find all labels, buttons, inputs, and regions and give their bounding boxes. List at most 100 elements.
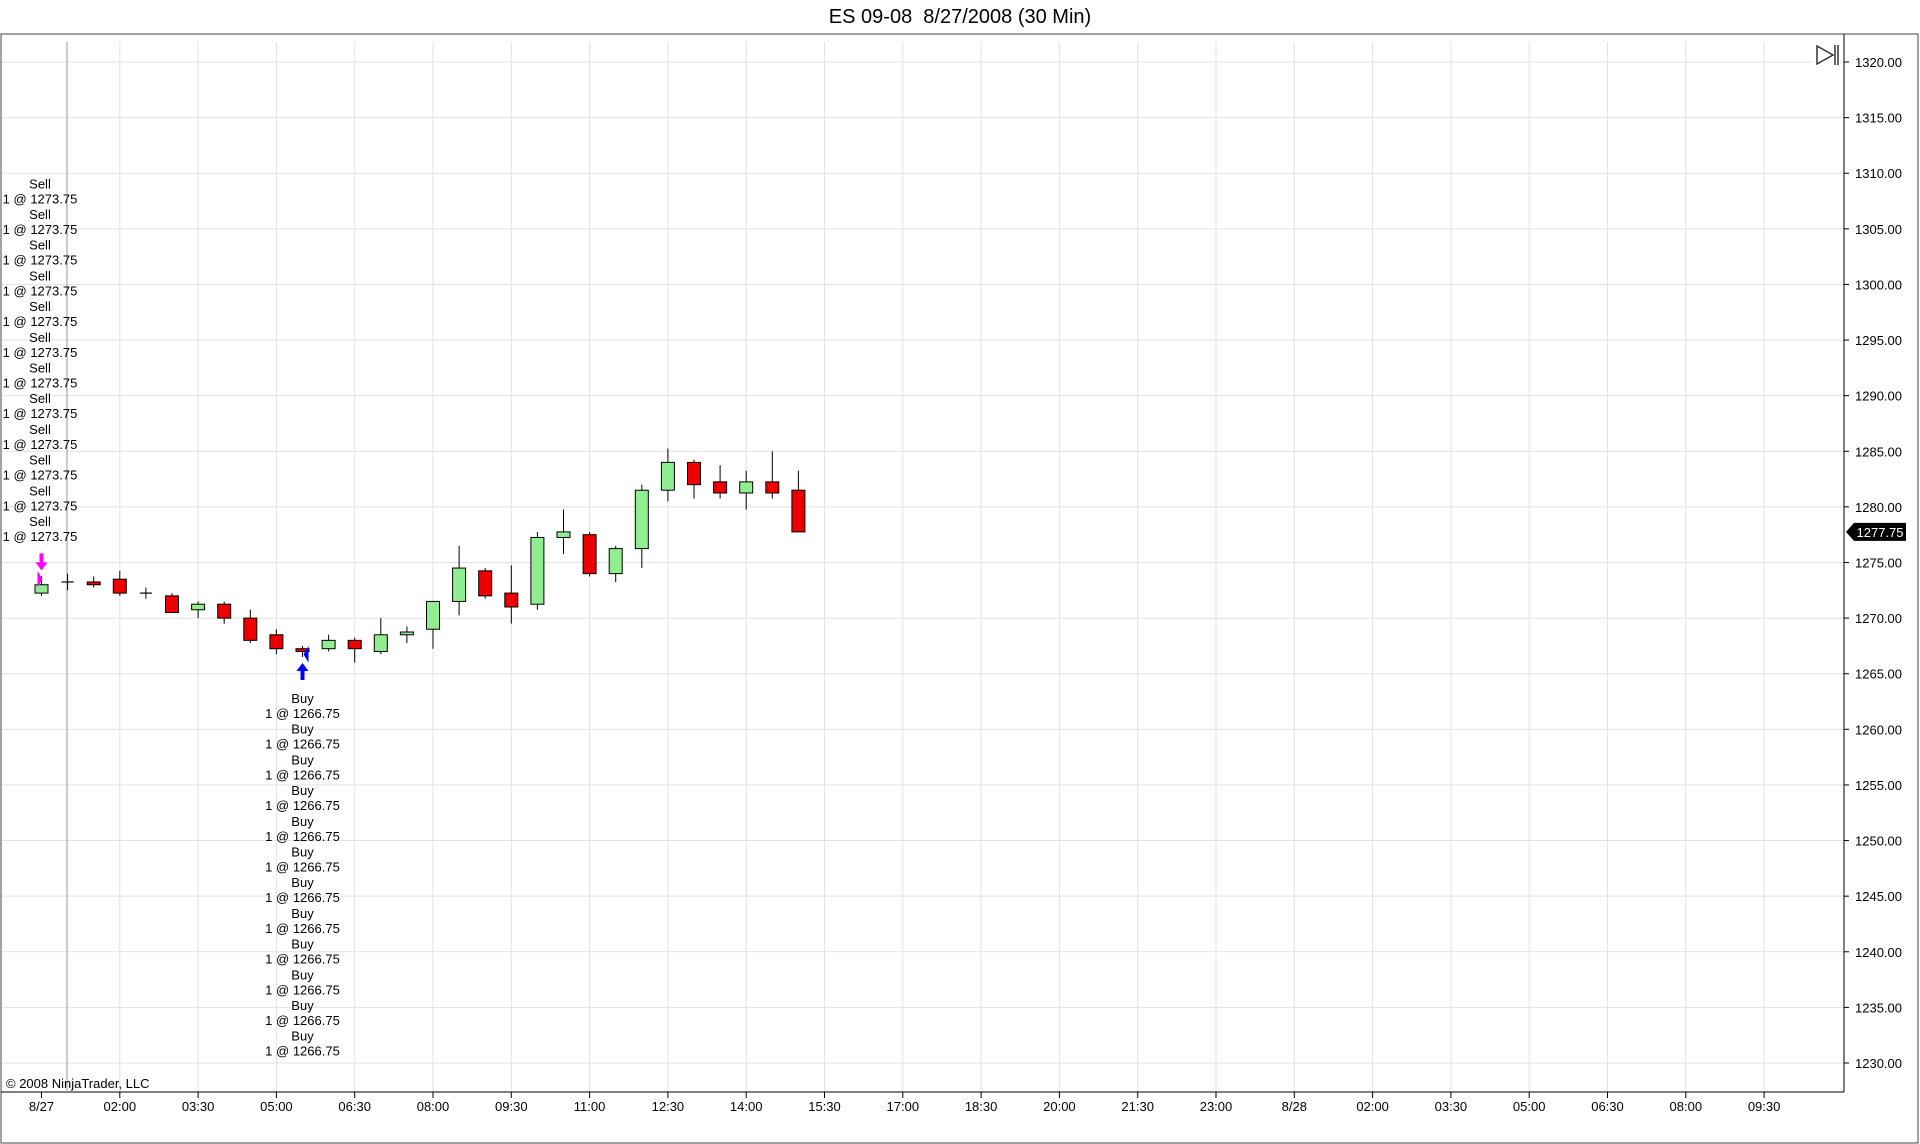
sell-detail-label: 1 @ 1273.75: [3, 283, 78, 298]
candle: [530, 531, 545, 610]
candles: [34, 448, 806, 663]
sell-label: Sell: [29, 238, 51, 253]
sell-label: Sell: [29, 483, 51, 498]
buy-label: Buy: [291, 845, 314, 860]
x-tick-label: 02:00: [1356, 1099, 1389, 1114]
candle: [504, 565, 519, 624]
candle: [191, 601, 206, 619]
sell-detail-label: 1 @ 1273.75: [3, 529, 78, 544]
candle: [86, 576, 101, 588]
candle-body: [608, 548, 623, 575]
last-price-tag: 1277.75: [1846, 522, 1906, 541]
candle-body: [556, 531, 571, 538]
chart-title: ES 09-08 8/27/2008 (30 Min): [828, 6, 1092, 28]
sell-detail-label: 1 @ 1273.75: [3, 191, 78, 206]
buy-label: Buy: [291, 752, 314, 767]
candle-body: [765, 481, 780, 494]
grid-lines: [2, 42, 1844, 1092]
sell-label: Sell: [29, 299, 51, 314]
x-tick-label: 21:30: [1121, 1099, 1154, 1114]
candle-body: [373, 634, 388, 652]
sell-detail-label: 1 @ 1273.75: [3, 437, 78, 452]
x-tick-label: 8/28: [1282, 1099, 1307, 1114]
y-tick-label: 1275.00: [1855, 556, 1902, 571]
buy-detail-label: 1 @ 1266.75: [265, 737, 340, 752]
buy-detail-label: 1 @ 1266.75: [265, 1044, 340, 1059]
buy-fill-marker-icon: [303, 645, 309, 663]
candle-body: [86, 581, 101, 586]
sell-label: Sell: [29, 514, 51, 529]
candle-body: [347, 639, 362, 650]
candle-body: [426, 600, 440, 630]
buy-detail-label: 1 @ 1266.75: [265, 952, 340, 967]
y-tick-label: 1240.00: [1855, 945, 1902, 960]
candle-body: [295, 648, 310, 652]
x-tick-label: 18:30: [965, 1099, 998, 1114]
candle: [687, 459, 701, 499]
candle: [791, 470, 806, 533]
buy-label: Buy: [291, 814, 314, 829]
candle-body: [34, 584, 49, 594]
x-tick-label: 20:00: [1043, 1099, 1076, 1114]
candle-body: [399, 631, 414, 636]
y-tick-label: 1250.00: [1855, 834, 1902, 849]
sell-label: Sell: [29, 391, 51, 406]
candle: [243, 609, 258, 644]
candle-body: [739, 481, 754, 494]
sell-arrow-icon: [35, 553, 48, 571]
y-tick-label: 1235.00: [1855, 1000, 1902, 1015]
copyright-text: © 2008 NinjaTrader, LLC: [6, 1076, 150, 1091]
sell-detail-label: 1 @ 1273.75: [3, 498, 78, 513]
y-tick-label: 1245.00: [1855, 889, 1902, 904]
buy-label: Buy: [291, 783, 314, 798]
y-axis-ticks: 1230.00 1235.00 1240.00 1245.00 1250.00 1255.…: [1844, 55, 1902, 1071]
x-axis-ticks: 8/27 02:00 03:30 05:00 06:30 08:00 09:30 11:00 1…: [29, 1092, 1780, 1114]
y-tick-label: 1320.00: [1855, 55, 1902, 70]
buy-detail-label: 1 @ 1266.75: [265, 1013, 340, 1028]
candle: [765, 451, 780, 499]
x-tick-label: 06:30: [338, 1099, 371, 1114]
sell-fill-marker-icon: [37, 570, 43, 588]
candle: [269, 629, 284, 655]
x-tick-label: 09:30: [495, 1099, 528, 1114]
candle-body: [269, 634, 284, 650]
x-tick-label: 14:00: [730, 1099, 763, 1114]
buy-arrow-icon: [296, 663, 309, 681]
candle: [660, 448, 675, 502]
buy-detail-label: 1 @ 1266.75: [265, 921, 340, 936]
candle-body: [791, 489, 806, 533]
x-tick-label: 15:30: [808, 1099, 841, 1114]
y-tick-label: 1260.00: [1855, 722, 1902, 737]
candle: [321, 634, 336, 652]
buy-label: Buy: [291, 1029, 314, 1044]
candle: [347, 637, 362, 663]
sell-detail-label: 1 @ 1273.75: [3, 345, 78, 360]
candle-body: [321, 639, 336, 650]
scroll-to-end-icon[interactable]: [1812, 44, 1840, 66]
buy-label: Buy: [291, 691, 314, 706]
x-tick-label: 08:00: [1670, 1099, 1703, 1114]
candle: [112, 570, 127, 596]
candle: [556, 509, 571, 555]
candle: [634, 484, 649, 569]
x-tick-label: 06:30: [1591, 1099, 1624, 1114]
candle: [295, 645, 310, 658]
x-tick-label: 03:30: [182, 1099, 215, 1114]
candle: [165, 593, 179, 614]
plot-border: [0, 33, 1919, 1144]
candle-body: [634, 489, 649, 550]
buy-detail-label: 1 @ 1266.75: [265, 706, 340, 721]
candle: [608, 545, 623, 582]
sell-detail-label: 1 @ 1273.75: [3, 314, 78, 329]
y-tick-label: 1270.00: [1855, 611, 1902, 626]
x-tick-label: 8/27: [29, 1099, 54, 1114]
y-tick-label: 1280.00: [1855, 500, 1902, 515]
candle: [399, 626, 414, 644]
candle-body: [687, 461, 701, 486]
candle-body: [217, 603, 232, 619]
sell-label: Sell: [29, 453, 51, 468]
candle-body: [660, 461, 675, 491]
